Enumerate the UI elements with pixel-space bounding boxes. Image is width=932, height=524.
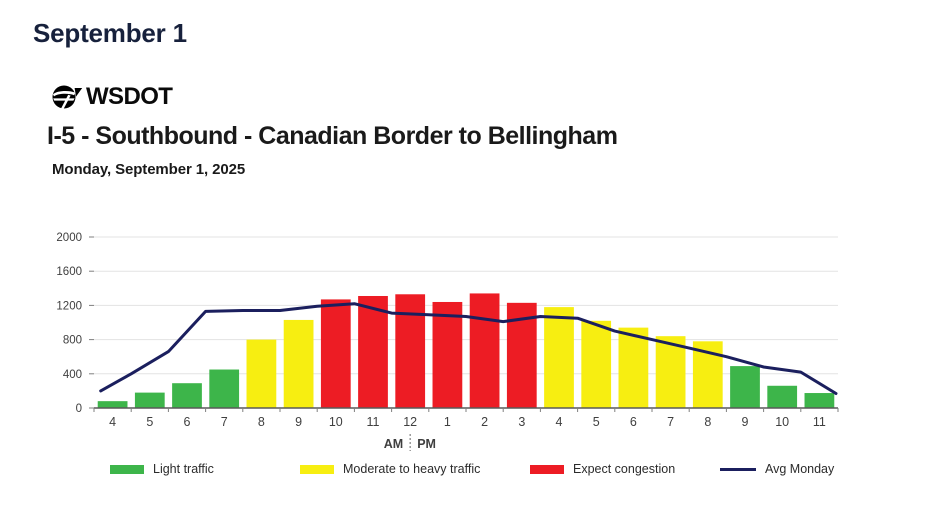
legend-label: Moderate to heavy traffic [343,462,481,476]
legend-color-swatch [300,464,334,474]
x-axis-ticks: 4 5 6 7 8 9 10 11 12 1 2 3 4 5 6 7 8 9 10 11 [93,408,839,429]
x-tick-label-1-pm: 1 [444,415,451,429]
chart-legend: Light traffic Moderate to heavy traffic Ex… [100,460,840,482]
x-tick-label-4-pm: 4 [556,415,563,429]
x-tick-label-2-pm: 2 [481,415,488,429]
legend-item-expect-congestion[interactable]: Expect congestion [530,460,675,478]
y-tick-label: 1200 [56,300,82,312]
bar-4-pm [544,307,574,408]
bar-7-am [209,369,240,408]
avg-monday-line [99,302,838,395]
bar-4-am [97,401,128,408]
wsdot-logo: WSDOT [49,83,173,110]
legend-label: Expect congestion [573,462,676,476]
bar-12-pm [395,294,426,408]
wsdot-wordmark: WSDOT [86,83,173,110]
ampm-divider-label: AM PM [384,434,436,451]
x-tick-label-8-pm: 8 [704,415,711,429]
pm-label: PM [417,437,436,451]
slide-title: September 1 [33,18,187,48]
x-tick-label-10-am: 10 [329,415,343,429]
y-tick-label: 800 [63,335,82,347]
x-tick-label-12-pm: 12 [403,415,417,429]
chart-title: I-5 - Southbound - Canadian Border to Be… [47,122,618,150]
bar-5-am [134,392,165,408]
x-tick-label-8-am: 8 [258,415,265,429]
legend-item-moderate-to-heavy-traffic[interactable]: Moderate to heavy traffic [300,460,480,478]
x-tick-label-7-am: 7 [221,415,228,429]
bar-11-am [358,295,388,408]
x-tick-label-9-pm: 9 [742,415,749,429]
gridlines [94,236,838,375]
bars-group [97,293,835,408]
bar-11-pm [804,393,835,408]
y-tick-label: 0 [76,403,82,415]
x-tick-label-6-am: 6 [184,415,191,429]
x-tick-label-5-pm: 5 [593,415,600,429]
y-axis-ticks: 0 400 800 1200 1600 2000 [56,232,94,415]
y-tick-label: 2000 [56,232,82,244]
bar-10-am [320,299,351,408]
x-tick-label-11-pm: 11 [813,415,826,429]
legend-color-swatch [110,464,144,474]
am-label: AM [384,437,403,451]
legend-line-marker [720,467,756,471]
chart-subtitle: Monday, September 1, 2025 [52,161,246,178]
bar-6-pm [618,327,649,408]
bar-10-pm [767,385,798,408]
legend-label: Light traffic [153,462,214,476]
x-tick-label-3-pm: 3 [518,415,525,429]
legend-item-avg-monday[interactable]: Avg Monday [720,460,834,478]
x-tick-label-11-am: 11 [367,415,380,429]
x-tick-label-10-pm: 10 [775,415,789,429]
y-tick-label: 400 [63,369,82,381]
bar-9-pm [730,366,760,408]
legend-label: Avg Monday [765,462,835,476]
legend-item-light-traffic[interactable]: Light traffic [110,460,214,478]
bar-5-pm [581,320,612,408]
bar-1-pm [432,301,463,408]
x-tick-label-7-pm: 7 [667,415,674,429]
bar-6-am [172,383,202,408]
wsdot-roundel-icon [52,85,83,109]
bar-8-am [246,339,277,408]
x-tick-label-4-am: 4 [109,415,116,429]
x-tick-label-5-am: 5 [146,415,153,429]
x-tick-label-6-pm: 6 [630,415,637,429]
bar-9-am [283,319,314,408]
x-tick-label-9-am: 9 [295,415,302,429]
bar-2-pm [469,293,500,408]
legend-color-swatch [530,464,564,474]
bar-7-pm [655,336,686,408]
y-tick-label: 1600 [56,266,82,278]
